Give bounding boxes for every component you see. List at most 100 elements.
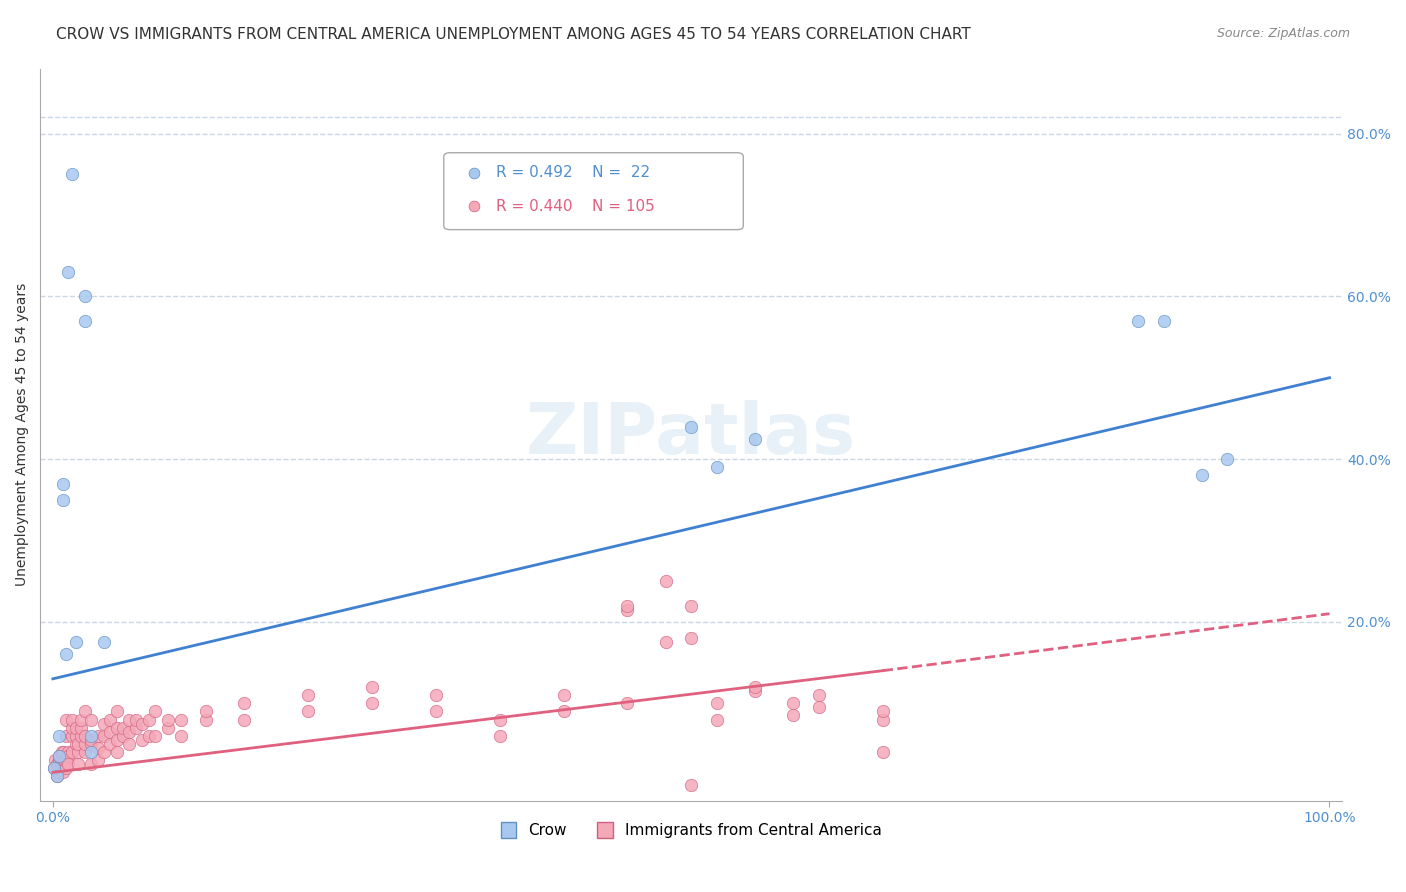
Point [60,713,83,727]
Point [1153,314,1175,328]
Point [706,696,728,710]
Point [138,729,160,743]
Point [46,761,69,775]
Point [156,713,179,727]
Point [1191,468,1213,483]
Point [67,757,90,772]
Point [681,631,703,645]
Point [73,729,96,743]
Point [53,753,76,767]
Point [169,713,191,727]
Point [55,753,77,767]
Point [48,749,70,764]
Text: CROW VS IMMIGRANTS FROM CENTRAL AMERICA UNEMPLOYMENT AMONG AGES 45 TO 54 YEARS C: CROW VS IMMIGRANTS FROM CENTRAL AMERICA … [56,27,972,42]
Point [488,713,510,727]
Point [118,713,141,727]
Point [93,716,115,731]
Point [616,602,638,616]
Point [65,721,87,735]
Point [98,737,121,751]
Point [58,265,80,279]
Point [105,704,128,718]
Point [65,737,87,751]
Point [58,757,80,772]
Point [80,732,103,747]
Point [112,721,135,735]
Point [105,745,128,759]
Point [98,713,121,727]
Point [70,729,93,743]
Point [706,713,728,727]
Text: R = 0.440    N = 105: R = 0.440 N = 105 [496,199,655,214]
Point [49,753,72,767]
Point [195,713,218,727]
FancyBboxPatch shape [444,153,744,229]
Point [60,729,83,743]
Point [467,79,489,94]
Text: Source: ZipAtlas.com: Source: ZipAtlas.com [1216,27,1350,40]
Point [53,757,76,772]
Point [73,704,96,718]
Point [118,724,141,739]
Point [744,684,766,698]
Point [143,704,166,718]
Y-axis label: Unemployment Among Ages 45 to 54 years: Unemployment Among Ages 45 to 54 years [15,283,30,586]
Point [807,688,830,702]
Point [425,704,447,718]
Point [52,476,75,491]
Point [93,729,115,743]
Point [138,713,160,727]
Point [297,704,319,718]
Point [51,757,73,772]
Point [70,721,93,735]
Point [73,289,96,303]
Point [48,749,70,764]
Point [58,745,80,759]
Point [86,753,108,767]
Point [782,696,804,710]
Point [131,732,153,747]
Point [616,599,638,613]
Point [233,713,256,727]
Point [73,314,96,328]
Point [654,635,676,649]
Point [1216,452,1239,467]
Point [86,741,108,756]
Point [65,635,87,649]
Point [55,761,77,775]
Point [112,729,135,743]
Point [51,745,73,759]
Point [553,704,575,718]
Point [93,745,115,759]
Point [86,729,108,743]
Point [45,757,67,772]
Point [654,574,676,589]
Point [73,745,96,759]
Point [48,753,70,767]
Point [125,713,148,727]
Point [44,761,66,775]
Point [706,460,728,475]
Point [49,761,72,775]
Point [67,745,90,759]
Point [60,167,83,181]
Point [872,745,894,759]
Point [872,713,894,727]
Point [46,765,69,780]
Point [807,700,830,714]
Point [681,778,703,792]
Point [297,688,319,702]
Point [425,688,447,702]
Point [58,749,80,764]
Point [52,745,75,759]
Point [361,680,384,694]
Point [361,696,384,710]
Point [169,729,191,743]
Point [488,729,510,743]
Point [44,753,66,767]
Point [233,696,256,710]
Point [45,769,67,783]
Point [44,761,66,775]
Point [93,635,115,649]
Point [52,492,75,507]
